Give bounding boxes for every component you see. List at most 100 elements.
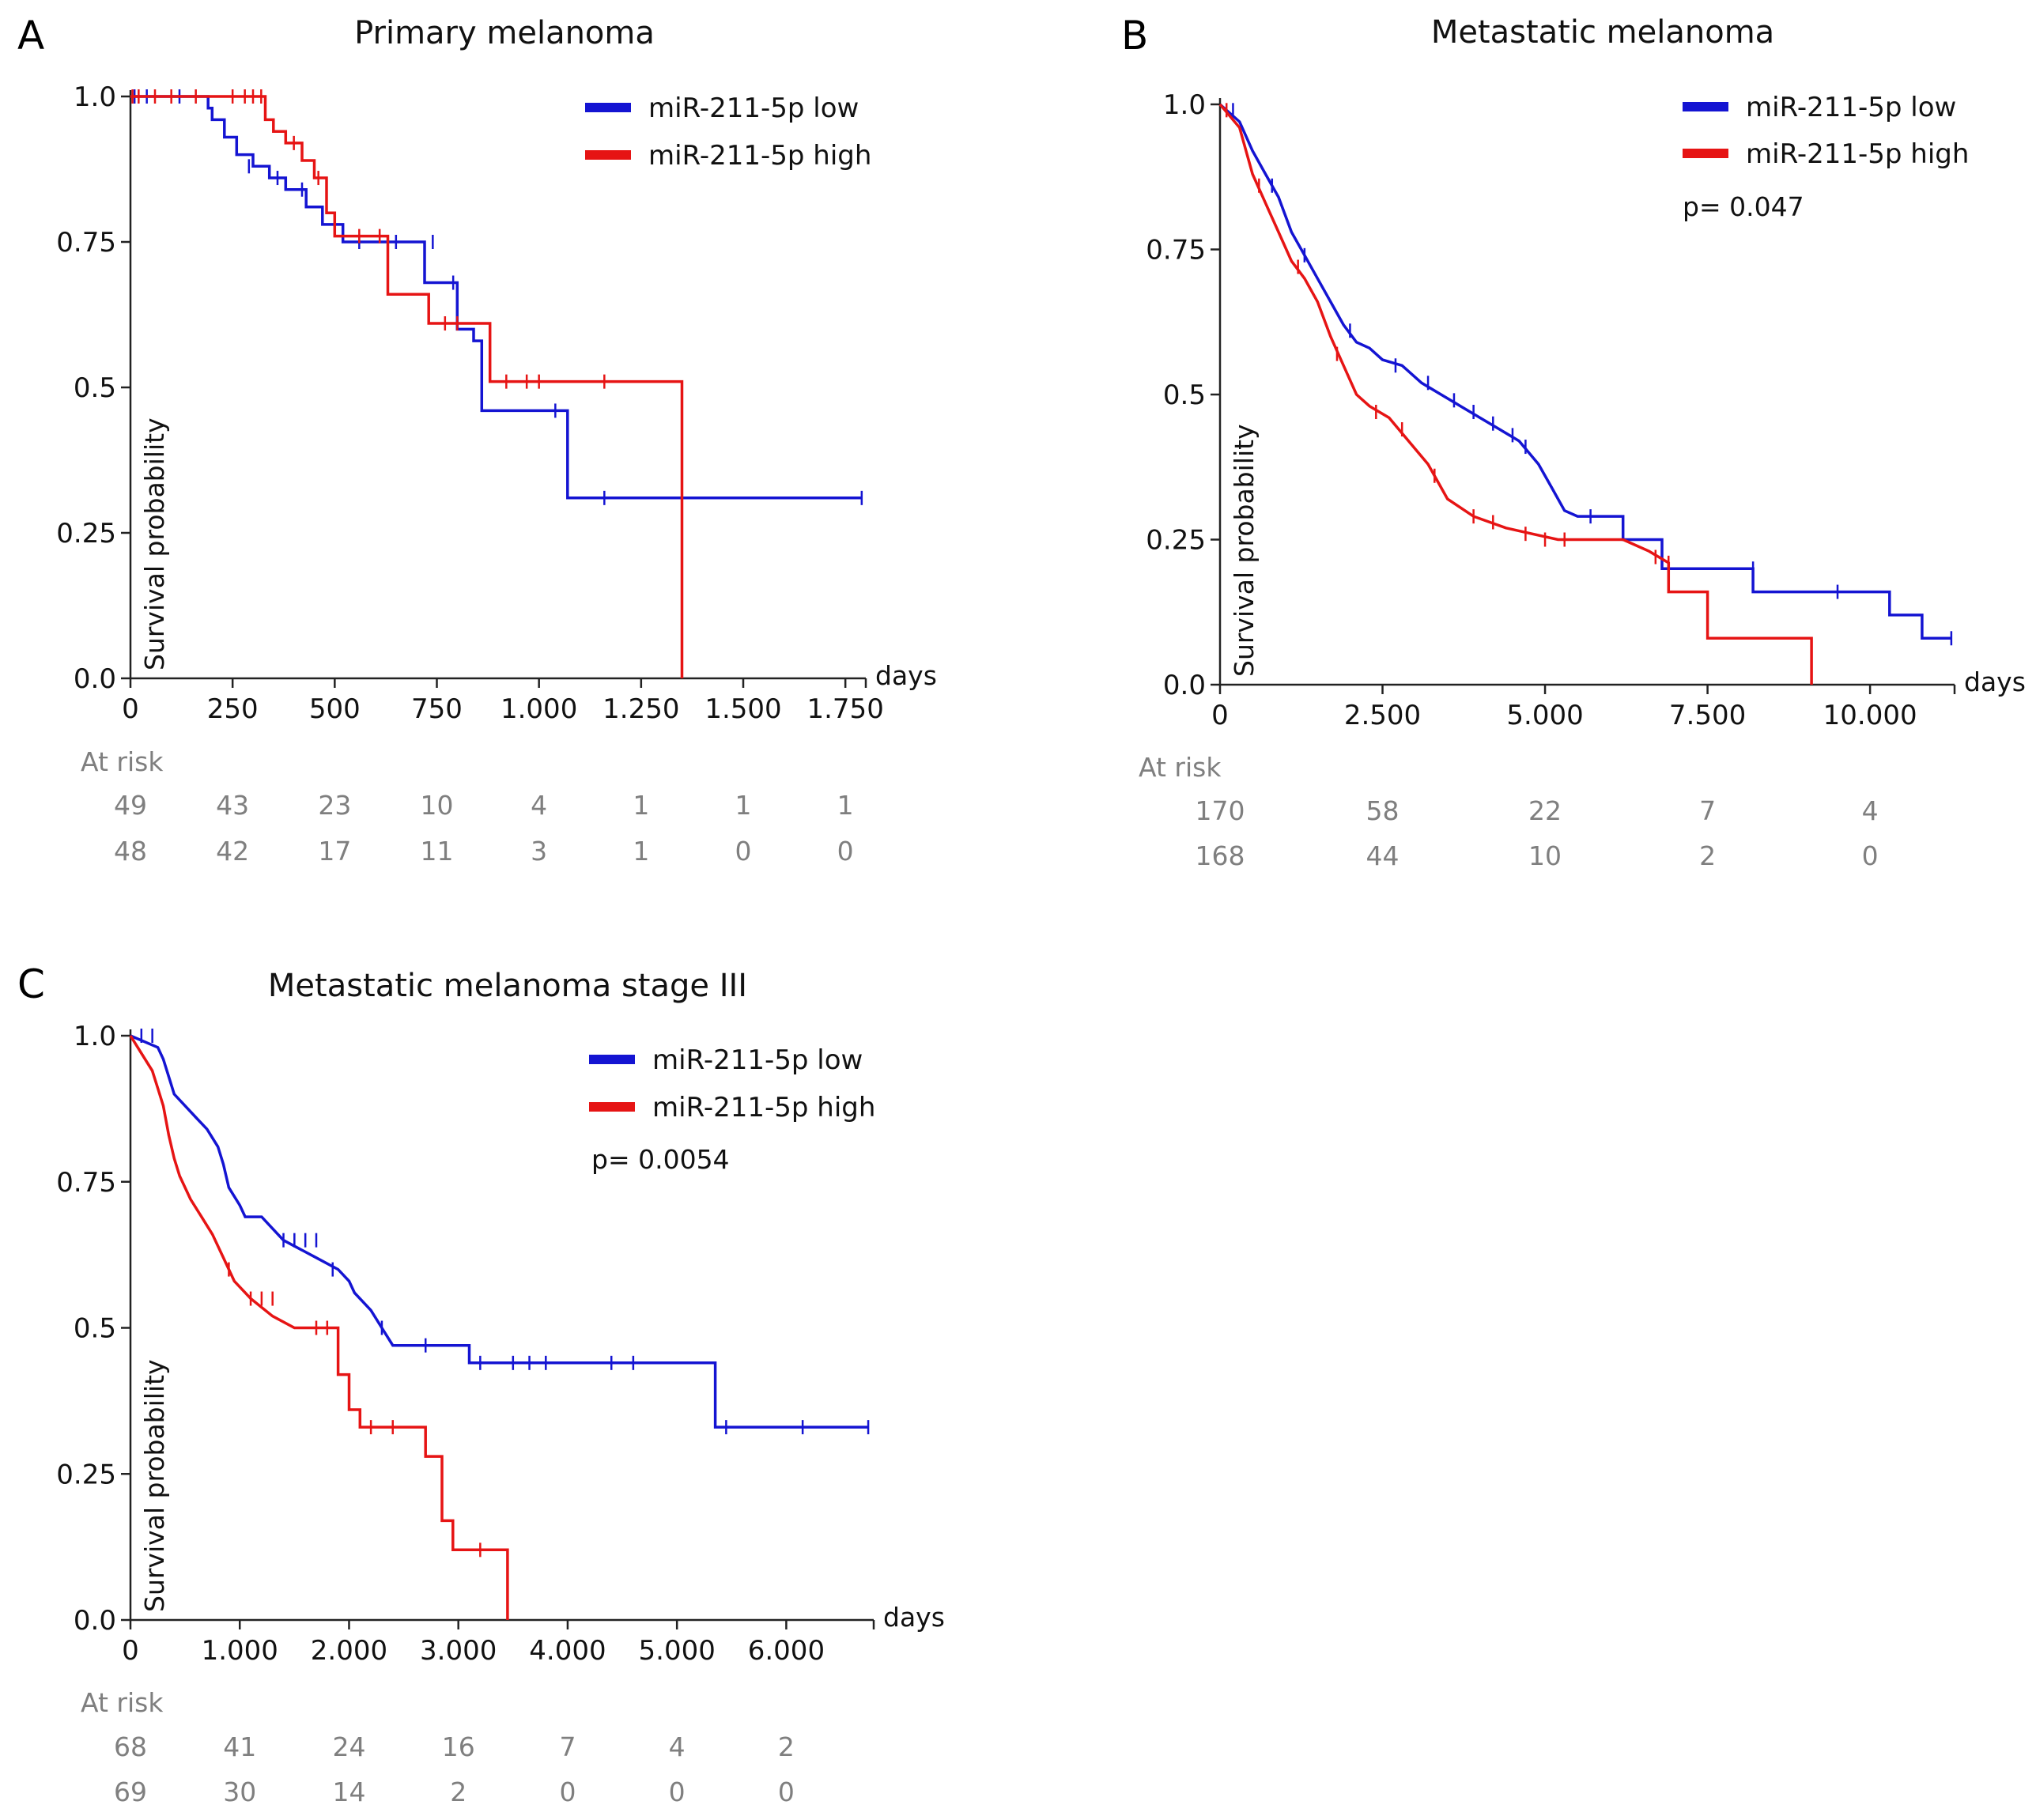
y-tick-label: 1.0 (74, 81, 116, 113)
x-axis-label: days (1964, 666, 2026, 697)
legend: miR-211-5p low miR-211-5p high (589, 1044, 875, 1123)
y-tick-label: 0.5 (74, 1313, 116, 1345)
x-axis-label: days (883, 1602, 945, 1633)
at-risk-value: 23 (318, 790, 351, 821)
x-tick-label: 5.000 (1506, 700, 1583, 731)
panel-letter: C (17, 961, 45, 1007)
y-tick-label: 0.0 (74, 663, 116, 695)
x-tick-label: 750 (411, 693, 463, 725)
at-risk-value: 58 (1366, 795, 1400, 826)
x-tick-label: 3.000 (420, 1635, 497, 1667)
y-tick-label: 0.0 (1163, 670, 1206, 701)
at-risk-value: 16 (442, 1731, 475, 1762)
at-risk-value: 48 (114, 836, 147, 867)
y-tick-label: 0.5 (1163, 379, 1206, 411)
at-risk-value: 1 (633, 790, 649, 821)
y-tick-label: 1.0 (74, 1021, 116, 1052)
series-line-high (1218, 103, 1813, 685)
x-tick-label: 6.000 (748, 1635, 825, 1667)
y-tick-label: 0.75 (1146, 235, 1206, 266)
at-risk-value: 3 (531, 836, 547, 867)
at-risk-value: 4 (1862, 795, 1879, 826)
at-risk-value: 24 (332, 1731, 365, 1762)
at-risk-value: 170 (1196, 795, 1245, 826)
at-risk-value: 42 (216, 836, 249, 867)
legend-label-high: miR-211-5p high (1746, 138, 1969, 170)
chart-title: Metastatic melanoma stage III (268, 968, 747, 1004)
x-tick-label: 250 (207, 693, 259, 725)
at-risk-value: 44 (1366, 840, 1400, 871)
panel-a: A Primary melanoma 0.0 0.25 0.5 0.75 1.0 0 250 50… (17, 13, 937, 867)
at-risk-value: 10 (421, 790, 454, 821)
y-axis-label: Survival probability (139, 1359, 170, 1612)
series-line-high (129, 1035, 509, 1620)
x-tick-label: 0 (122, 1635, 139, 1667)
y-tick-label: 0.75 (56, 227, 116, 259)
legend-label-high: miR-211-5p high (648, 140, 871, 172)
at-risk-value: 7 (1699, 795, 1716, 826)
at-risk-value: 14 (332, 1777, 365, 1807)
x-tick-label: 10.000 (1823, 700, 1917, 731)
legend: miR-211-5p low miR-211-5p high (1683, 92, 1969, 170)
x-axis-label: days (875, 660, 937, 691)
panel-letter: A (17, 13, 44, 59)
series-line-low (130, 95, 862, 500)
at-risk-label: At risk (81, 746, 164, 777)
at-risk-value: 17 (318, 836, 351, 867)
panel-letter: B (1121, 13, 1148, 59)
y-axis-label: Survival probability (1229, 424, 1260, 677)
at-risk-value: 0 (837, 836, 854, 867)
y-tick-label: 1.0 (1163, 89, 1206, 121)
x-tick-label: 2.000 (311, 1635, 387, 1667)
at-risk-value: 49 (114, 790, 147, 821)
at-risk-value: 0 (778, 1777, 795, 1807)
at-risk-value: 11 (421, 836, 454, 867)
at-risk-value: 0 (735, 836, 752, 867)
at-risk-value: 43 (216, 790, 249, 821)
at-risk-table: At risk 68 41 24 16 7 4 2 69 30 14 2 0 0 0 (81, 1687, 795, 1807)
x-tick-label: 4.000 (529, 1635, 606, 1667)
legend-label-low: miR-211-5p low (1746, 92, 1956, 123)
at-risk-table: At risk 170 58 22 7 4 168 44 10 2 0 (1139, 752, 1879, 871)
at-risk-value: 1 (633, 836, 649, 867)
at-risk-value: 4 (669, 1731, 686, 1762)
at-risk-value: 2 (778, 1731, 795, 1762)
x-tick-label: 2.500 (1344, 700, 1421, 731)
at-risk-value: 68 (114, 1731, 147, 1762)
panel-b: B Metastatic melanoma 0.0 0.25 0.5 0.75 1.0 0 2.… (1121, 13, 2026, 871)
x-tick-label: 0 (1211, 700, 1229, 731)
panel-c: C Metastatic melanoma stage III 0.0 0.25 0.5… (17, 961, 945, 1807)
at-risk-value: 22 (1528, 795, 1562, 826)
at-risk-value: 2 (1699, 840, 1716, 871)
legend: miR-211-5p low miR-211-5p high (585, 93, 871, 172)
legend-label-high: miR-211-5p high (652, 1092, 875, 1123)
at-risk-value: 0 (1862, 840, 1879, 871)
series-line-low (1218, 103, 1951, 640)
at-risk-value: 69 (114, 1777, 147, 1807)
x-tick-label: 1.000 (501, 693, 577, 725)
at-risk-value: 1 (735, 790, 752, 821)
p-value: p= 0.0054 (591, 1144, 730, 1175)
x-tick-label: 0 (122, 693, 139, 725)
chart-title: Primary melanoma (354, 15, 655, 51)
y-tick-label: 0.25 (56, 1459, 116, 1490)
x-tick-label: 1.500 (704, 693, 781, 725)
at-risk-value: 1 (837, 790, 854, 821)
at-risk-value: 2 (450, 1777, 467, 1807)
y-tick-label: 0.75 (56, 1167, 116, 1199)
legend-label-low: miR-211-5p low (652, 1044, 863, 1076)
x-tick-label: 5.000 (639, 1635, 716, 1667)
at-risk-label: At risk (81, 1687, 164, 1718)
legend-label-low: miR-211-5p low (648, 93, 859, 124)
y-tick-label: 0.25 (1146, 525, 1206, 557)
at-risk-value: 30 (223, 1777, 256, 1807)
series-line-high (130, 95, 684, 678)
x-tick-label: 7.500 (1669, 700, 1746, 731)
chart-title: Metastatic melanoma (1431, 14, 1774, 51)
at-risk-value: 41 (223, 1731, 256, 1762)
at-risk-label: At risk (1139, 752, 1222, 783)
at-risk-value: 10 (1528, 840, 1562, 871)
at-risk-value: 7 (559, 1731, 576, 1762)
